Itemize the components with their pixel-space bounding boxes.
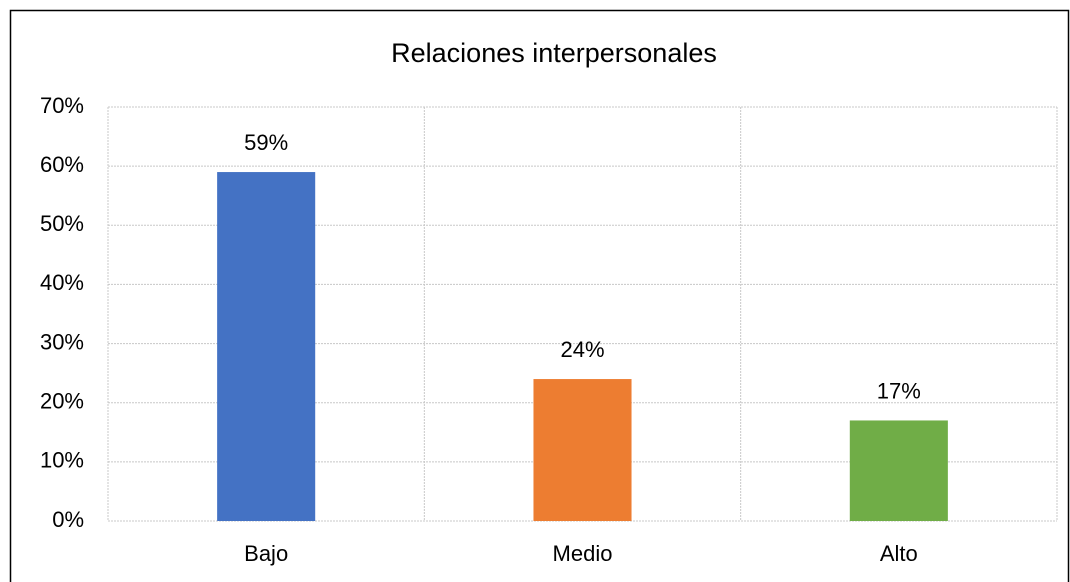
y-tick-label: 0% [52, 507, 84, 532]
y-tick-label: 50% [40, 211, 84, 236]
y-tick-label: 60% [40, 152, 84, 177]
x-tick-label: Alto [880, 541, 918, 566]
data-label: 17% [877, 378, 921, 403]
bar [849, 420, 948, 521]
y-tick-label: 70% [40, 93, 84, 118]
y-tick-label: 30% [40, 329, 84, 354]
data-label: 59% [244, 130, 288, 155]
y-tick-label: 10% [40, 448, 84, 473]
y-tick-label: 40% [40, 270, 84, 295]
chart-title: Relaciones interpersonales [391, 38, 717, 68]
data-label: 24% [560, 337, 604, 362]
y-tick-label: 20% [40, 389, 84, 414]
bar [533, 379, 632, 521]
bar [217, 172, 316, 522]
x-tick-label: Bajo [244, 541, 288, 566]
x-tick-label: Medio [553, 541, 613, 566]
